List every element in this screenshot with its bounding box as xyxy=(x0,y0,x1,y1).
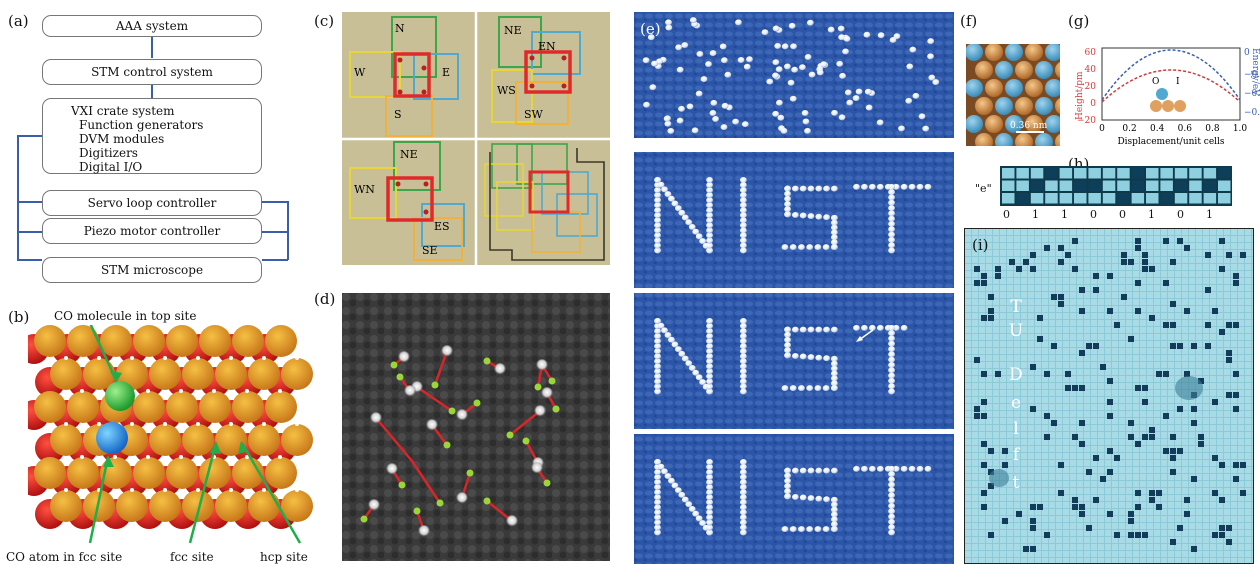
right-tick: −0.1 xyxy=(1244,70,1260,80)
left-tick: 40 xyxy=(1085,65,1097,75)
x-tick: 0.8 xyxy=(1205,124,1220,134)
left-tick: 0 xyxy=(1090,99,1096,109)
stm-microscope-box: STM microscope xyxy=(42,257,262,283)
ring-moves-diagram: N W E S NE EN WS SW NE WN ES SE xyxy=(342,12,610,265)
bit-label: 0 xyxy=(1003,208,1010,221)
q2-label: NE xyxy=(504,24,522,37)
panel-f-label: (f) xyxy=(960,12,978,30)
bit-label: 1 xyxy=(1148,208,1155,221)
piezo-motor-box: Piezo motor controller xyxy=(42,218,262,244)
bit-label: 1 xyxy=(1032,208,1039,221)
bit-label: 0 xyxy=(1119,208,1126,221)
panel-d-label: (d) xyxy=(314,290,336,308)
vxi-item: Function generators xyxy=(79,118,204,132)
aaa-system-box: AAA system xyxy=(42,15,262,37)
vertical-letter: U xyxy=(1009,321,1023,341)
q2-label: SW xyxy=(524,108,544,121)
vxi-crate-box: VXI crate system Function generators DVM… xyxy=(42,98,262,174)
x-tick: 1.0 xyxy=(1233,124,1248,134)
q1-label: W xyxy=(354,66,366,79)
atomic-memory-image: (i) T U D e l f t xyxy=(964,228,1254,564)
nist-assembly-images: (e) xyxy=(634,12,954,564)
vertical-letter: D xyxy=(1009,365,1023,385)
left-tick: 20 xyxy=(1085,82,1097,92)
row-label: "e" xyxy=(975,182,992,195)
annotation-fcc-site: fcc site xyxy=(170,550,214,564)
panel-b-label: (b) xyxy=(8,308,30,326)
annotation-fcc-atom: CO atom in fcc site xyxy=(6,550,123,564)
right-axis-label: Energy/eV xyxy=(1250,48,1260,96)
co-atom-fcc xyxy=(96,422,128,454)
scale-bar-label: 0.36 nm xyxy=(1010,121,1048,131)
right-tick: −0.3 xyxy=(1244,108,1260,118)
co-molecule-top xyxy=(105,381,135,411)
vertical-letter: e xyxy=(1011,393,1021,413)
panel-i-label: (i) xyxy=(972,236,989,254)
q1-label: N xyxy=(395,22,405,35)
surface-lattice-illustration xyxy=(28,325,313,544)
panel-c-label: (c) xyxy=(314,12,335,30)
panel-a-connectors xyxy=(17,35,289,261)
q3-label: WN xyxy=(354,183,375,196)
vertical-letter: f xyxy=(1013,445,1021,465)
panel-g-label: (g) xyxy=(1068,12,1090,30)
q2-label: WS xyxy=(497,84,516,97)
q1-label: S xyxy=(394,108,402,121)
right-tick: 0 xyxy=(1244,48,1250,58)
vxi-item: DVM modules xyxy=(79,132,165,146)
vxi-title: VXI crate system xyxy=(71,104,175,118)
marker-label: I xyxy=(1176,77,1180,87)
left-axis-label: Height/pm xyxy=(1075,71,1085,120)
bit-grid xyxy=(1000,166,1232,206)
x-tick: 0 xyxy=(1099,124,1105,134)
vertical-letter: t xyxy=(1013,473,1020,493)
annotation-hcp-site: hcp site xyxy=(260,550,308,564)
bit-label: 0 xyxy=(1090,208,1097,221)
vertical-letter: l xyxy=(1013,419,1018,439)
q3-label: ES xyxy=(434,220,450,233)
left-tick: 60 xyxy=(1085,48,1097,58)
x-tick: 0.6 xyxy=(1178,124,1193,134)
atomic-lattice-image: 0.36 nm xyxy=(966,44,1060,146)
panel-a-label: (a) xyxy=(8,12,29,30)
vxi-item: Digital I/O xyxy=(79,160,143,174)
bit-label: 1 xyxy=(1206,208,1213,221)
x-axis-label: Displacement/unit cells xyxy=(1117,137,1224,147)
q3-label: SE xyxy=(422,244,438,257)
q1-label: E xyxy=(442,66,450,79)
vxi-item: Digitizers xyxy=(79,146,138,160)
left-tick: −20 xyxy=(1077,116,1096,126)
atom-moves-image xyxy=(342,293,610,561)
panel-e-label: (e) xyxy=(640,20,661,38)
x-tick: 0.4 xyxy=(1150,124,1165,134)
q3-label: NE xyxy=(400,148,418,161)
annotation-top-site: CO molecule in top site xyxy=(54,309,197,323)
marker-label: O xyxy=(1152,77,1159,87)
right-tick: −0.2 xyxy=(1244,89,1260,99)
q2-label: EN xyxy=(538,40,556,53)
vertical-letter: T xyxy=(1010,297,1022,317)
x-tick: 0.2 xyxy=(1122,124,1136,134)
servo-loop-box: Servo loop controller xyxy=(42,190,262,216)
bit-label: 1 xyxy=(1061,208,1068,221)
stm-control-box: STM control system xyxy=(42,59,262,85)
energy-height-chart: 60 40 20 0 −20 0 −0.1 −0.2 −0.3 Height/p… xyxy=(1075,47,1260,147)
bit-label: 0 xyxy=(1177,208,1184,221)
